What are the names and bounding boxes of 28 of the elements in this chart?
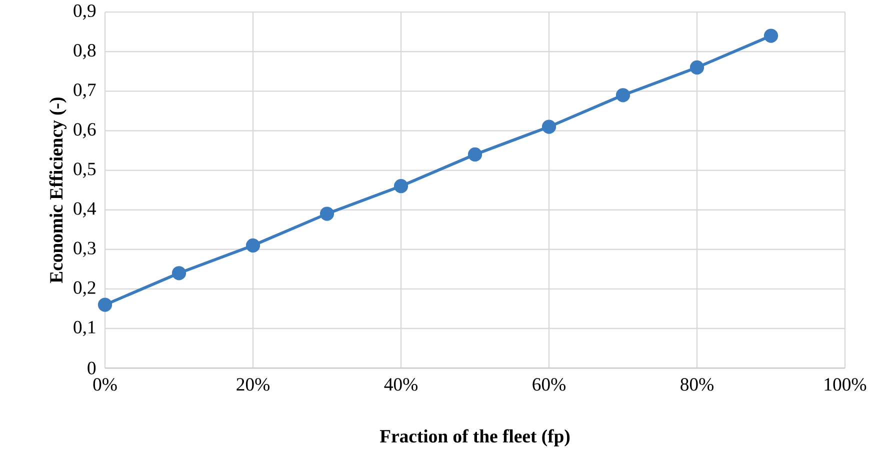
point [690, 60, 704, 74]
y-tick-label: 0,3 [74, 242, 96, 258]
y-tick-label: 0,5 [74, 162, 96, 178]
y-tick-label: 0,4 [74, 202, 96, 218]
y-tick-label: 0,1 [74, 320, 96, 336]
x-tick-label: 100% [824, 378, 866, 391]
x-tick-label: 80% [680, 378, 714, 391]
point [468, 147, 482, 162]
point [394, 179, 408, 194]
x-tick-label: 40% [384, 378, 418, 391]
x-tick-label: 0% [93, 378, 117, 391]
point [542, 120, 556, 134]
y-tick-label: 0,8 [74, 44, 96, 60]
x-axis-title: Fraction of the fleet (fp) [380, 429, 570, 446]
point [172, 266, 186, 280]
point [98, 298, 112, 312]
y-tick-label: 0,7 [74, 84, 96, 99]
y-tick-label: 0,2 [74, 281, 96, 297]
y-tick-label: 0,6 [74, 123, 96, 138]
y-tick-label: 0 [88, 362, 96, 374]
y-axis-title: Economic Efficiency (-) [49, 98, 66, 284]
x-tick-label: 60% [532, 378, 566, 391]
point [246, 238, 260, 252]
point [764, 28, 778, 43]
y-tick-label: 0,9 [74, 4, 96, 20]
point [320, 206, 334, 221]
x-tick-label: 20% [236, 378, 270, 391]
point [616, 88, 630, 102]
